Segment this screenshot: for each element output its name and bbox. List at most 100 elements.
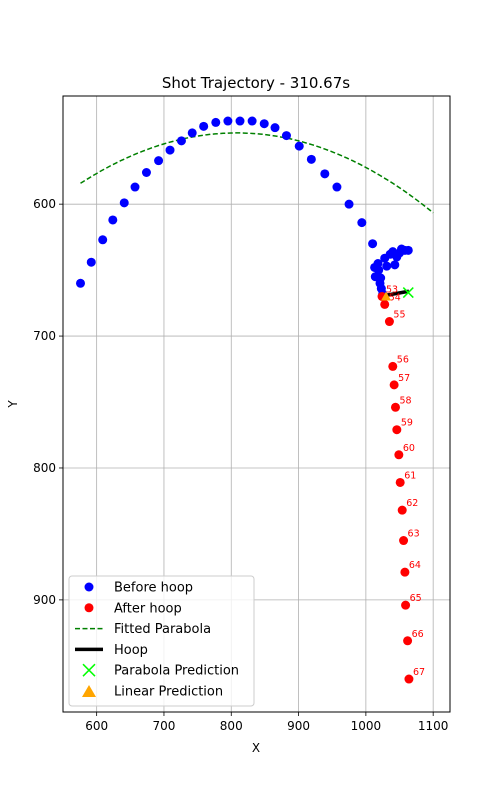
before-hoop-point [235,116,245,126]
before-hoop-point [403,245,413,255]
before-hoop-point [374,265,384,275]
before-hoop-point [382,261,392,271]
before-hoop-point [270,123,280,133]
legend-item: After hoop [84,601,182,616]
y-axis-label: Y [6,400,20,409]
legend-item: Parabola Prediction [82,663,239,679]
legend-box [68,575,255,707]
legend-item: Before hoop [84,581,193,596]
before-hoop-point [390,260,400,270]
x-tick-label: 800 [220,719,243,733]
x-tick-label: 1000 [351,719,382,733]
before-hoop-point [187,128,197,138]
after-hoop-point-label: 65 [410,593,422,604]
before-hoop-point [247,116,257,126]
after-hoop-point [403,636,413,646]
after-hoop-point [395,477,405,487]
before-hoop-point [154,156,164,166]
before-hoop-point [108,215,118,225]
x-axis-label: X [252,741,260,755]
after-hoop-point [384,317,394,327]
after-hoop-point-label: 59 [401,418,413,429]
plot-frame [62,95,451,713]
before-hoop-point [281,131,291,141]
after-hoop-point-label: 62 [406,498,418,509]
before-hoop-point [165,145,175,155]
after-hoop-point-label: 63 [408,529,420,540]
after-hoop-point [390,402,400,412]
before-hoop-point [75,278,85,288]
before-hoop-point [373,259,383,269]
legend-item: Fitted Parabola [75,622,211,637]
parabola-prediction-stroke [402,287,414,299]
after-hoop-point-label: 58 [399,395,411,406]
legend-label: Before hoop [114,581,193,596]
before-hoop-point [332,182,342,192]
legend-item: Hoop [75,643,148,658]
y-axis-ticks: 600 700 800 900 [33,197,63,607]
x-tick-label: 600 [85,719,108,733]
y-tick-label: 800 [33,461,56,475]
x-tick-label: 900 [287,719,310,733]
after-hoop-point-label: 56 [397,354,409,365]
grid [63,96,450,712]
after-hoop-point-label: 60 [403,443,415,454]
fitted-parabola-line [80,132,434,214]
x-tick-label: 1100 [418,719,449,733]
before-hoop-point [344,199,354,209]
before-hoop-point [199,121,209,131]
x-tick-label: 700 [153,719,176,733]
predictions-layer [381,287,414,301]
before-hoop-point [211,117,221,127]
after-hoop-point-label: 53 [386,284,398,295]
after-hoop-point [399,536,409,546]
before-hoop-point [98,235,108,245]
before-hoop-point [119,198,129,208]
after-hoop-point-label: 55 [393,310,405,321]
after-hoop-point-label: 54 [389,292,401,303]
after-hoop-point [404,674,414,684]
legend-label: Hoop [114,643,148,658]
chart-title: Shot Trajectory - 310.67s [162,74,350,92]
after-hoop-point [392,425,402,435]
after-hoop-point [388,361,398,371]
before-hoop-point [223,116,233,126]
after-hoop-point [397,505,407,515]
legend-marker [84,603,94,613]
fitted-parabola-layer [80,132,434,214]
y-tick-label: 600 [33,197,56,211]
before-hoop-point [306,154,316,164]
legend-item: Linear Prediction [82,685,223,700]
before-hoop-point [320,169,330,179]
before-hoop-point [259,119,269,129]
before-hoop-point [86,257,96,267]
before-hoop-point [141,168,151,178]
legend: Before hoop After hoop Fitted Parabola Hoop… [68,575,255,707]
x-axis-ticks: 600 700 800 900 1000 1100 [85,712,448,733]
after-hoop-point-label: 67 [413,667,425,678]
after-hoop-point [401,600,411,610]
legend-label: After hoop [114,601,182,616]
legend-marker [84,582,94,592]
before-hoop-point [130,182,140,192]
after-hoop-point-label: 66 [412,629,424,640]
parabola-prediction-marker [402,287,414,299]
before-hoop-point [357,218,367,228]
legend-marker [82,663,96,677]
legend-marker [82,685,96,697]
after-hoop-point [389,380,399,390]
after-hoop-point-label: 57 [398,373,410,384]
after-hoop-point [380,299,390,309]
y-tick-label: 900 [33,593,56,607]
y-tick-label: 700 [33,329,56,343]
before-hoop-point [176,136,186,146]
after-hoop-point-label: 64 [409,560,421,571]
after-hoop-point [394,450,404,460]
legend-label: Parabola Prediction [114,664,239,679]
legend-label: Fitted Parabola [114,622,211,637]
legend-label: Linear Prediction [114,685,223,700]
after-hoop-point [400,567,410,577]
before-hoop-point [294,141,304,151]
